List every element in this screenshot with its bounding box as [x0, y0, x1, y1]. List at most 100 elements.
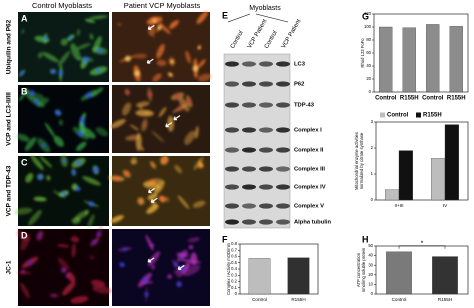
- cell: [28, 209, 42, 226]
- legend-swatch: [416, 112, 421, 118]
- cell: [76, 141, 87, 151]
- cells: [16, 87, 108, 153]
- nucleus: [92, 166, 99, 173]
- nucleus: [124, 55, 131, 62]
- nucleus: [168, 72, 173, 77]
- panel-letter: F: [222, 234, 228, 244]
- nucleus: [75, 186, 81, 192]
- cell: [95, 127, 108, 137]
- x-tick-label: Control: [422, 96, 444, 102]
- cell: [196, 11, 208, 24]
- row-label: Ubiquilin and P62: [6, 19, 13, 74]
- y-tick-label: 10: [368, 282, 373, 287]
- nucleus: [37, 232, 43, 239]
- arrow: [147, 24, 155, 30]
- y-tick-label: 0.3: [231, 272, 237, 277]
- nucleus: [174, 93, 181, 100]
- x-tick-label: Control: [252, 297, 267, 302]
- bar: [398, 150, 413, 201]
- y-axis-label: Mitochondrial enzyme activities: [354, 132, 359, 190]
- band: [276, 184, 290, 190]
- cell: [25, 92, 45, 101]
- cell: [13, 207, 33, 215]
- band: [259, 203, 273, 209]
- y-axis-label: Complex I Activity mOD/min: [226, 242, 231, 295]
- nucleus: [177, 105, 183, 112]
- x-tick-label: R155H: [291, 297, 305, 302]
- band: [259, 102, 273, 108]
- plot-frame: [375, 121, 469, 201]
- y-axis-label: nmol/mg soluble protein: [361, 247, 366, 292]
- legend-label: Control: [387, 113, 409, 119]
- band: [259, 184, 273, 190]
- cell: [91, 87, 104, 98]
- nucleus: [79, 116, 86, 123]
- nucleus: [55, 109, 61, 116]
- cell: [130, 159, 138, 165]
- blot-bg: [223, 53, 291, 229]
- nucleus: [91, 239, 98, 246]
- band: [225, 127, 239, 133]
- band: [276, 81, 290, 87]
- band: [276, 203, 290, 209]
- cell: [158, 23, 171, 35]
- cell: [46, 175, 51, 181]
- nucleus: [151, 163, 155, 167]
- band: [242, 203, 256, 209]
- nucleus: [20, 71, 24, 76]
- band: [259, 61, 273, 67]
- nucleus: [134, 70, 141, 77]
- cell: [76, 43, 91, 50]
- y-tick-label: 3: [371, 119, 374, 124]
- band: [242, 166, 256, 172]
- row-label: VCP and TDP-43: [6, 165, 13, 216]
- arrow: [147, 257, 155, 263]
- cell: [176, 252, 189, 258]
- cell: [158, 107, 167, 117]
- band: [225, 166, 239, 172]
- band: [242, 81, 256, 87]
- cell: [76, 28, 81, 37]
- cell: [184, 130, 196, 145]
- bar: [386, 251, 412, 295]
- band-label: LC3: [294, 62, 306, 68]
- cell: [20, 233, 30, 251]
- band: [225, 102, 239, 108]
- cell: [53, 135, 64, 147]
- cell: [82, 176, 101, 186]
- cell: [146, 204, 159, 214]
- bar: [385, 189, 400, 201]
- cell: [151, 264, 155, 270]
- nucleus: [173, 262, 179, 267]
- cell: [167, 274, 172, 279]
- cell: [16, 133, 30, 142]
- cell: [143, 182, 161, 190]
- panel-letter: A: [21, 13, 28, 23]
- bar: [444, 124, 459, 201]
- cell: [134, 53, 147, 59]
- row-label: JC-1: [6, 260, 13, 274]
- nucleus: [192, 65, 199, 72]
- cell: [87, 214, 95, 228]
- nucleus: [139, 199, 143, 203]
- cell: [39, 155, 53, 168]
- nucleus: [62, 159, 66, 163]
- cell: [20, 282, 30, 299]
- cell: [188, 244, 194, 250]
- cell: [150, 243, 154, 248]
- band: [259, 166, 273, 172]
- nucleus: [159, 196, 166, 202]
- bar: [379, 26, 393, 93]
- cell: [147, 193, 158, 200]
- band: [242, 127, 256, 133]
- band: [225, 147, 239, 153]
- cell: [70, 43, 81, 61]
- y-axis-label: Rhod 123 FoFo: [360, 38, 365, 68]
- y-tick-label: 30: [368, 262, 373, 267]
- arrow: [146, 58, 154, 64]
- band: [276, 166, 290, 172]
- nucleus: [124, 171, 130, 177]
- cell: [192, 200, 206, 208]
- band-label: Complex I: [294, 128, 322, 134]
